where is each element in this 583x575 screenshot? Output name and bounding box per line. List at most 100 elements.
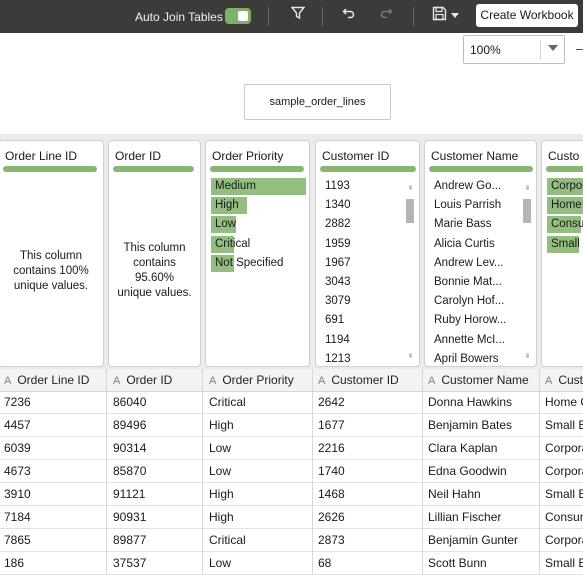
table-cell[interactable]: High (209, 487, 234, 501)
table-cell[interactable]: 1677 (318, 418, 345, 432)
table-row[interactable]: 186 37537 Low 68 Scott Bunn Small B (0, 552, 583, 575)
table-cell[interactable]: 4673 (4, 464, 31, 478)
value-bar[interactable]: Critical (206, 235, 309, 254)
value-bar[interactable]: Corpo (542, 177, 583, 196)
table-cell[interactable]: 2642 (318, 395, 345, 409)
column-divider[interactable] (202, 369, 203, 575)
table-cell[interactable]: Home O (545, 395, 583, 409)
column-header[interactable]: A Order Line ID (4, 369, 89, 391)
column-header[interactable]: A Order ID (113, 369, 172, 391)
table-cell[interactable]: 186 (4, 556, 25, 570)
table-cell[interactable]: 1740 (318, 464, 345, 478)
list-item[interactable]: 1194 (316, 331, 419, 350)
table-cell[interactable]: Lillian Fischer (428, 510, 502, 524)
table-cell[interactable]: Corpora (545, 533, 583, 547)
table-cell[interactable]: Low (209, 464, 232, 478)
table-cell[interactable]: Clara Kaplan (428, 441, 498, 455)
table-cell[interactable]: Low (209, 441, 232, 455)
create-workbook-button[interactable]: Create Workbook (476, 4, 578, 27)
table-cell[interactable]: 90931 (113, 510, 147, 524)
caret-down-icon[interactable] (449, 6, 461, 26)
table-cell[interactable]: Small B (545, 487, 583, 501)
table-cell[interactable]: 2873 (318, 533, 345, 547)
value-bar[interactable]: Consu (542, 215, 583, 234)
table-cell[interactable]: 85870 (113, 464, 147, 478)
list-item[interactable]: Andrew Lev... (425, 254, 536, 273)
list-item[interactable]: Annette McI... (425, 331, 536, 350)
scrollbar[interactable] (406, 185, 414, 359)
list-item[interactable]: 691 (316, 311, 419, 330)
table-cell[interactable]: Critical (209, 533, 246, 547)
auto-join-toggle[interactable] (225, 8, 251, 24)
column-divider[interactable] (539, 369, 540, 575)
undo-icon[interactable] (340, 6, 358, 26)
save-icon[interactable] (430, 6, 448, 26)
table-cell[interactable]: Scott Bunn (428, 556, 487, 570)
table-cell[interactable]: 7184 (4, 510, 31, 524)
table-cell[interactable]: Consum (545, 510, 583, 524)
table-cell[interactable]: 2216 (318, 441, 345, 455)
value-bar[interactable]: High (206, 196, 309, 215)
profile-card-order-id[interactable]: Order ID This column contains 95.60% uni… (108, 140, 201, 367)
table-row[interactable]: 7236 86040 Critical 2642 Donna Hawkins H… (0, 391, 583, 414)
value-bar[interactable]: Medium (206, 177, 309, 196)
list-item[interactable]: Andrew Go... (425, 177, 536, 196)
scrollbar-thumb[interactable] (406, 199, 414, 223)
table-cell[interactable]: High (209, 510, 234, 524)
list-item[interactable]: Carolyn Hof... (425, 292, 536, 311)
list-item[interactable]: Alicia Curtis (425, 235, 536, 254)
table-cell[interactable]: 37537 (113, 556, 147, 570)
table-cell[interactable]: Edna Goodwin (428, 464, 507, 478)
scrollbar[interactable] (523, 185, 531, 359)
table-cell[interactable]: 3910 (4, 487, 31, 501)
list-item[interactable]: Ruby Horow... (425, 311, 536, 330)
zoom-select[interactable]: 100% (463, 35, 565, 64)
table-cell[interactable]: Benjamin Gunter (428, 533, 519, 547)
table-cell[interactable]: 7865 (4, 533, 31, 547)
table-row[interactable]: 4673 85870 Low 1740 Edna Goodwin Corpora (0, 460, 583, 483)
list-item[interactable]: April Bowers (425, 350, 536, 366)
column-divider[interactable] (422, 369, 423, 575)
table-cell[interactable]: 68 (318, 556, 332, 570)
column-divider[interactable] (312, 369, 313, 575)
value-bar[interactable]: Low (206, 215, 309, 234)
table-row[interactable]: 4457 89496 High 1677 Benjamin Bates Smal… (0, 414, 583, 437)
list-item[interactable]: Marie Bass (425, 215, 536, 234)
zoom-out-icon[interactable] (576, 49, 583, 50)
table-cell[interactable]: 89877 (113, 533, 147, 547)
table-cell[interactable]: Small B (545, 418, 583, 432)
column-header[interactable]: A Customer ID (318, 369, 399, 391)
list-item[interactable]: Louis Parrish (425, 196, 536, 215)
table-cell[interactable]: Small B (545, 556, 583, 570)
table-row[interactable]: 6039 90314 Low 2216 Clara Kaplan Corpora (0, 437, 583, 460)
table-cell[interactable]: 2626 (318, 510, 345, 524)
table-cell[interactable]: Corpora (545, 464, 583, 478)
column-header[interactable]: A Cust (545, 369, 583, 391)
table-cell[interactable]: High (209, 418, 234, 432)
table-cell[interactable]: Critical (209, 395, 246, 409)
value-bar[interactable]: Small (542, 235, 583, 254)
redo-icon[interactable] (377, 6, 395, 26)
profile-card-order-line-id[interactable]: Order Line ID This column contains 100% … (0, 140, 104, 367)
profile-card-customer-segment[interactable]: Custo Corpo Home Consu Small (541, 140, 583, 367)
table-cell[interactable]: 1468 (318, 487, 345, 501)
list-item[interactable]: 1213 (316, 350, 419, 366)
list-item[interactable]: 1959 (316, 235, 419, 254)
column-header[interactable]: A Customer Name (428, 369, 529, 391)
column-divider[interactable] (106, 369, 107, 575)
filter-icon[interactable] (289, 6, 307, 26)
table-cell[interactable]: 6039 (4, 441, 31, 455)
value-bar[interactable]: Home (542, 196, 583, 215)
table-row[interactable]: 7184 90931 High 2626 Lillian Fischer Con… (0, 506, 583, 529)
table-cell[interactable]: Benjamin Bates (428, 418, 513, 432)
column-header[interactable]: A Order Priority (209, 369, 294, 391)
list-item[interactable]: 1967 (316, 254, 419, 273)
list-item[interactable]: 3079 (316, 292, 419, 311)
list-item[interactable]: 3043 (316, 273, 419, 292)
list-item[interactable]: Bonnie Mat... (425, 273, 536, 292)
table-cell[interactable]: 4457 (4, 418, 31, 432)
list-item[interactable]: 2882 (316, 215, 419, 234)
table-cell[interactable]: Neil Hahn (428, 487, 481, 501)
list-item[interactable]: 1193 (316, 177, 419, 196)
table-cell[interactable]: 90314 (113, 441, 147, 455)
